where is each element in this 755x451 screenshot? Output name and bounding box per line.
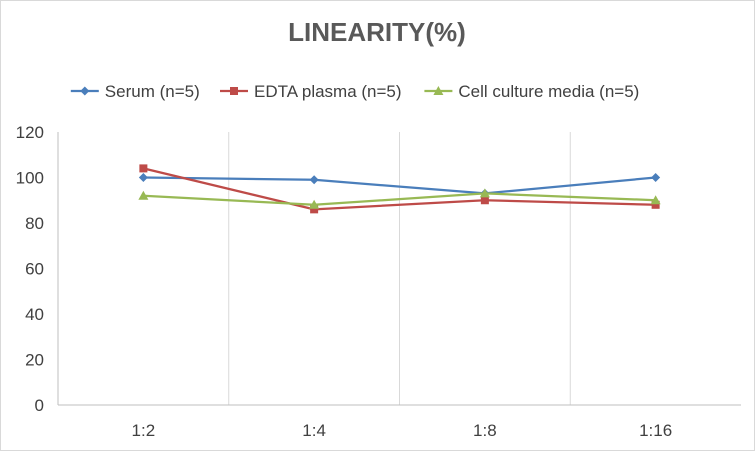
- x-tick-label: 1:16: [639, 421, 672, 440]
- x-tick-label: 1:8: [473, 421, 497, 440]
- data-point: [310, 205, 319, 214]
- data-point: [309, 175, 319, 185]
- legend-item: Cell culture media (n=5): [424, 82, 639, 101]
- y-tick-label: 0: [35, 396, 44, 415]
- series-line: [143, 167, 656, 211]
- data-point: [479, 188, 490, 198]
- y-tick-label: 40: [25, 305, 44, 324]
- data-point: [651, 200, 660, 209]
- legend-item: Serum (n=5): [70, 82, 200, 101]
- x-tick-label: 1:2: [132, 421, 156, 440]
- legend: Serum (n=5) EDTA plasma (n=5) Cell culture…: [70, 82, 639, 101]
- series-2: [138, 188, 661, 209]
- x-tick-label: 1:4: [302, 421, 326, 440]
- legend-marker: [230, 87, 238, 95]
- data-point: [138, 173, 148, 182]
- series-layer: [138, 164, 661, 214]
- grid: [228, 132, 571, 405]
- data-point: [650, 195, 661, 205]
- y-tick-label: 20: [25, 351, 44, 370]
- series-line: [143, 176, 656, 195]
- axes: 0 20 40 60 80 100 120 1:2 1:4 1:8 1:16: [16, 123, 741, 440]
- series-1: [139, 164, 660, 214]
- data-point: [309, 199, 320, 209]
- data-point: [651, 173, 661, 182]
- legend-label: EDTA plasma (n=5): [254, 82, 402, 101]
- data-point: [139, 164, 148, 173]
- data-point: [138, 190, 149, 200]
- y-tick-label: 60: [25, 260, 44, 279]
- series-line: [143, 192, 656, 206]
- data-point: [480, 196, 489, 205]
- legend-marker: [433, 86, 444, 95]
- legend-item: EDTA plasma (n=5): [220, 82, 402, 101]
- legend-marker: [80, 86, 90, 96]
- legend-label: Cell culture media (n=5): [458, 82, 639, 101]
- legend-label: Serum (n=5): [105, 82, 200, 101]
- chart-title: LINEARITY(%): [288, 17, 466, 47]
- y-tick-label: 100: [16, 169, 44, 188]
- y-tick-label: 80: [25, 214, 44, 233]
- y-tick-label: 120: [16, 123, 44, 142]
